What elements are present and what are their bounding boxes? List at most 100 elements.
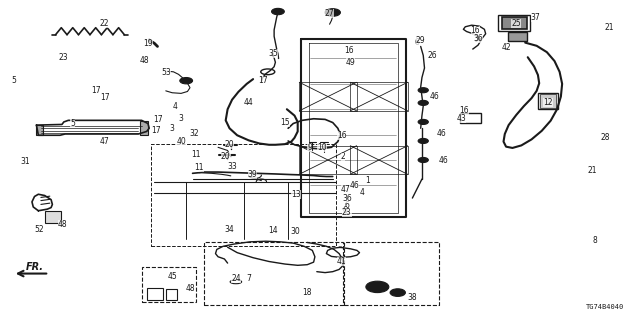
Text: 31: 31 (20, 157, 31, 166)
Text: 40: 40 (176, 137, 186, 146)
Text: 2: 2 (340, 152, 346, 161)
Text: 45: 45 (167, 272, 177, 281)
Text: 17: 17 (151, 126, 161, 135)
Text: 3: 3 (170, 124, 175, 133)
Text: 46: 46 (436, 129, 446, 138)
Text: 26: 26 (428, 51, 437, 60)
Text: 13: 13 (291, 190, 301, 199)
Text: 28: 28 (601, 133, 610, 142)
Text: 48: 48 (140, 56, 150, 65)
Text: 20: 20 (225, 140, 234, 148)
Bar (508, 32, 527, 41)
Text: 41: 41 (337, 257, 346, 266)
Text: 46: 46 (439, 156, 449, 164)
Text: 23: 23 (342, 208, 351, 217)
Circle shape (325, 9, 340, 16)
Text: 17: 17 (100, 93, 109, 102)
Text: 48: 48 (58, 220, 67, 228)
Text: 25: 25 (511, 19, 521, 28)
Bar (300, 82, 356, 111)
Text: 7: 7 (246, 274, 251, 283)
Circle shape (418, 119, 428, 124)
Circle shape (418, 139, 428, 143)
Bar (141, 267, 196, 302)
Text: 47: 47 (340, 185, 350, 194)
Text: 6: 6 (415, 38, 419, 47)
Text: 27: 27 (324, 9, 333, 18)
Bar (147, 288, 163, 300)
Bar (166, 289, 177, 300)
Text: 21: 21 (588, 166, 598, 175)
Bar (460, 113, 481, 123)
Circle shape (418, 157, 428, 163)
Bar (140, 121, 148, 135)
Text: 16: 16 (344, 46, 354, 55)
Text: 20: 20 (221, 152, 230, 161)
Text: 34: 34 (225, 225, 234, 234)
Bar (36, 125, 43, 135)
Text: 30: 30 (291, 227, 300, 236)
Text: 49: 49 (346, 58, 355, 67)
Text: 22: 22 (100, 19, 109, 28)
Text: TG74B4040: TG74B4040 (586, 304, 625, 310)
Bar (350, 82, 408, 111)
Text: 3: 3 (179, 114, 184, 123)
Bar (540, 94, 556, 108)
Text: 44: 44 (244, 99, 253, 108)
Text: 5: 5 (70, 119, 75, 128)
Text: 8: 8 (593, 236, 598, 245)
Text: 11: 11 (191, 150, 201, 159)
Text: 23: 23 (58, 53, 68, 62)
Bar (499, 15, 531, 31)
Text: FR.: FR. (26, 262, 44, 272)
Circle shape (271, 8, 284, 15)
Text: 18: 18 (303, 288, 312, 297)
Text: 14: 14 (268, 226, 278, 235)
Text: 6: 6 (342, 206, 348, 215)
Text: 46: 46 (349, 181, 359, 190)
Text: 12: 12 (543, 99, 553, 108)
Bar (204, 242, 343, 305)
Text: 37: 37 (531, 13, 540, 22)
Text: 29: 29 (416, 36, 426, 45)
Text: 46: 46 (430, 92, 440, 101)
Text: 39: 39 (248, 170, 257, 179)
Circle shape (180, 77, 193, 84)
Bar (344, 242, 438, 305)
Text: 24: 24 (231, 274, 241, 283)
Text: 17: 17 (154, 115, 163, 124)
Circle shape (418, 100, 428, 105)
Bar (350, 146, 408, 174)
Text: 48: 48 (185, 284, 195, 293)
Text: 36: 36 (342, 194, 352, 203)
Text: 15: 15 (280, 118, 290, 127)
Text: 19: 19 (143, 39, 153, 48)
Circle shape (418, 88, 428, 93)
Text: 21: 21 (605, 23, 614, 32)
Bar (300, 146, 356, 174)
Text: 1: 1 (365, 176, 370, 185)
Text: 17: 17 (91, 86, 100, 95)
Text: 43: 43 (456, 114, 467, 123)
Circle shape (390, 289, 405, 296)
Text: 6: 6 (344, 202, 349, 211)
Bar (502, 17, 527, 29)
Text: 33: 33 (227, 163, 237, 172)
Text: 16: 16 (470, 26, 480, 35)
Text: 35: 35 (269, 49, 278, 58)
Text: 16: 16 (337, 132, 346, 140)
Text: 11: 11 (194, 164, 204, 172)
Text: 5: 5 (12, 76, 17, 85)
Bar (538, 93, 558, 109)
Text: 47: 47 (100, 137, 109, 146)
Text: 42: 42 (501, 43, 511, 52)
Text: 38: 38 (407, 292, 417, 301)
Bar (45, 211, 61, 223)
Text: 9: 9 (307, 143, 312, 152)
Text: 4: 4 (360, 188, 365, 197)
Text: 53: 53 (161, 68, 171, 77)
Text: 4: 4 (172, 102, 177, 111)
Bar (151, 144, 336, 246)
Circle shape (366, 281, 389, 292)
Text: 52: 52 (35, 225, 44, 234)
